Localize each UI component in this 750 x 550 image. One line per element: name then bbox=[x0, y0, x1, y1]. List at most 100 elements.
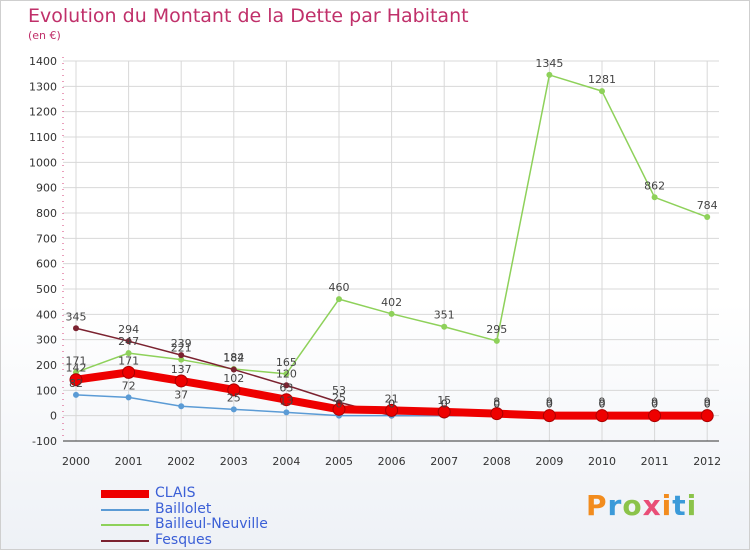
data-point-clais bbox=[648, 409, 662, 423]
data-label-fesques: 9 bbox=[651, 395, 658, 408]
data-point-bailleul-neuville bbox=[388, 310, 395, 317]
y-tick-label: 1000 bbox=[29, 156, 57, 169]
data-label-fesques: 0 bbox=[388, 398, 395, 411]
data-label-bailleul-neuville: 295 bbox=[486, 323, 507, 336]
data-label-bailleul-neuville: 165 bbox=[276, 356, 297, 369]
logo-letter: i bbox=[686, 489, 698, 522]
data-point-bailleul-neuville bbox=[546, 71, 553, 78]
logo-letter: i bbox=[661, 489, 673, 522]
data-point-baillolet bbox=[283, 409, 290, 416]
data-label-clais: 8 bbox=[493, 396, 500, 409]
data-label-baillolet: 82 bbox=[69, 377, 83, 390]
data-label-baillolet: 0 bbox=[546, 398, 553, 411]
legend-item: Bailleul-Neuville bbox=[101, 516, 301, 532]
legend-swatch bbox=[101, 524, 149, 526]
data-label-bailleul-neuville: 784 bbox=[697, 199, 718, 212]
proxiti-logo: Proxiti bbox=[586, 489, 697, 522]
data-label-fesques: 120 bbox=[276, 367, 297, 380]
y-tick-label: 600 bbox=[36, 258, 57, 271]
data-point-bailleul-neuville bbox=[283, 370, 290, 377]
logo-letter: P bbox=[586, 489, 608, 522]
data-label-clais: 0 bbox=[546, 398, 553, 411]
legend-item: Baillolet bbox=[101, 500, 301, 517]
data-label-fesques: 345 bbox=[66, 310, 87, 323]
data-label-bailleul-neuville: 460 bbox=[329, 281, 350, 294]
y-tick-label: 1400 bbox=[29, 55, 57, 68]
data-label-clais: 15 bbox=[437, 394, 451, 407]
x-tick-label: 2012 bbox=[693, 455, 721, 468]
x-tick-label: 2008 bbox=[483, 455, 511, 468]
data-label-clais: 63 bbox=[279, 382, 293, 395]
data-label-baillolet: 0 bbox=[599, 398, 606, 411]
data-label-baillolet: 37 bbox=[174, 388, 188, 401]
x-tick-label: 2002 bbox=[167, 455, 195, 468]
data-point-fesques bbox=[125, 338, 132, 345]
chart-subtitle: (en €) bbox=[28, 29, 61, 42]
y-tick-label: 800 bbox=[36, 207, 57, 220]
data-label-bailleul-neuville: 402 bbox=[381, 296, 402, 309]
data-label-clais: 171 bbox=[118, 354, 139, 367]
x-tick-label: 2003 bbox=[220, 455, 248, 468]
y-tick-label: 1300 bbox=[29, 80, 57, 93]
logo-letter: t bbox=[672, 489, 687, 522]
logo-letter: x bbox=[642, 489, 662, 522]
data-label-fesques: 9 bbox=[546, 395, 553, 408]
x-tick-label: 2011 bbox=[641, 455, 669, 468]
data-label-baillolet: 0 bbox=[441, 398, 448, 411]
data-point-clais bbox=[595, 409, 609, 423]
data-label-fesques: 9 bbox=[704, 395, 711, 408]
data-label-clais: 102 bbox=[223, 372, 244, 385]
data-label-clais: 142 bbox=[66, 362, 87, 375]
data-point-clais bbox=[279, 393, 293, 407]
data-point-bailleul-neuville bbox=[493, 337, 500, 344]
data-label-clais: 21 bbox=[385, 392, 399, 405]
data-label-clais: 0 bbox=[599, 398, 606, 411]
x-tick-label: 2005 bbox=[325, 455, 353, 468]
data-label-bailleul-neuville: 351 bbox=[434, 309, 455, 322]
data-point-clais bbox=[69, 373, 83, 387]
data-point-fesques bbox=[283, 382, 290, 389]
x-tick-label: 2006 bbox=[378, 455, 406, 468]
data-label-fesques: 0 bbox=[441, 398, 448, 411]
y-tick-label: 0 bbox=[50, 410, 57, 423]
data-label-clais: 0 bbox=[651, 398, 658, 411]
logo-letter: o bbox=[622, 489, 643, 522]
data-point-bailleul-neuville bbox=[336, 296, 342, 303]
data-label-baillolet: 0 bbox=[336, 398, 343, 411]
logo-letter: r bbox=[607, 489, 623, 522]
data-label-bailleul-neuville: 221 bbox=[171, 342, 192, 355]
data-label-fesques: 9 bbox=[599, 395, 606, 408]
data-point-bailleul-neuville bbox=[651, 194, 658, 201]
y-tick-label: -100 bbox=[32, 435, 57, 448]
data-point-clais bbox=[332, 402, 346, 416]
legend-label: Bailleul-Neuville bbox=[155, 516, 268, 532]
y-tick-label: 1100 bbox=[29, 131, 57, 144]
data-point-clais bbox=[700, 409, 714, 423]
legend-label: CLAIS bbox=[155, 485, 196, 501]
data-point-baillolet bbox=[125, 394, 132, 401]
data-label-baillolet: 0 bbox=[651, 398, 658, 411]
data-point-clais bbox=[490, 407, 504, 421]
x-tick-label: 2007 bbox=[430, 455, 458, 468]
data-label-fesques: 294 bbox=[118, 323, 139, 336]
y-tick-label: 200 bbox=[36, 359, 57, 372]
data-point-clais bbox=[542, 409, 556, 423]
data-label-bailleul-neuville: 171 bbox=[66, 354, 87, 367]
data-label-clais: 137 bbox=[171, 363, 192, 376]
legend-swatch bbox=[101, 508, 149, 511]
data-label-bailleul-neuville: 184 bbox=[223, 351, 244, 364]
data-point-bailleul-neuville bbox=[178, 356, 185, 363]
data-label-baillolet: 25 bbox=[227, 391, 241, 404]
data-label-clais: 0 bbox=[704, 398, 711, 411]
legend-label: Baillolet bbox=[155, 500, 212, 517]
data-point-bailleul-neuville bbox=[125, 350, 132, 357]
legend-swatch bbox=[101, 539, 149, 542]
data-label-baillolet: 13 bbox=[279, 394, 293, 407]
y-tick-label: 900 bbox=[36, 182, 57, 195]
data-label-clais: 25 bbox=[332, 391, 346, 404]
data-point-clais bbox=[385, 403, 399, 417]
data-label-bailleul-neuville: 862 bbox=[644, 179, 665, 192]
data-label-bailleul-neuville: 247 bbox=[118, 335, 139, 348]
data-point-baillolet bbox=[178, 403, 185, 410]
